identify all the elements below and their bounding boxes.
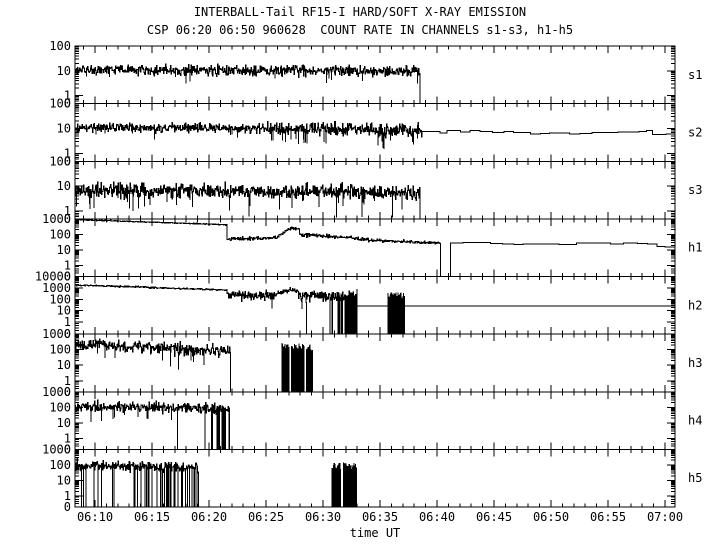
- y-tick-label-h5: 10: [57, 473, 71, 487]
- y-tick-label-h2: 10000: [35, 270, 71, 284]
- trace-h4: [75, 399, 675, 450]
- chart-title: INTERBALL-Tail RF15-I HARD/SOFT X-RAY EM…: [193, 5, 527, 19]
- y-tick-label-s1: 10: [57, 64, 71, 78]
- x-tick-label: 06:20: [191, 510, 227, 524]
- panel-label-s1: s1: [688, 68, 702, 82]
- panel-label-h1: h1: [688, 241, 702, 255]
- trace-h2-spikes: [305, 292, 406, 335]
- y-tick-label-h2: 10: [57, 304, 71, 318]
- trace-s1: [75, 63, 675, 104]
- y-tick-label-h5: 0: [64, 500, 71, 514]
- y-tick-label-s1: 1: [64, 89, 71, 103]
- y-tick-label-s2: 10: [57, 121, 71, 135]
- y-tick-label-h2: 0: [64, 327, 71, 341]
- y-tick-label-s2: 1: [64, 146, 71, 160]
- chart-subtitle: CSP 06:20 06:50 960628 COUNT RATE IN CHA…: [146, 23, 574, 37]
- y-tick-label-h4: 0: [64, 442, 71, 456]
- y-tick-label-h4: 100: [49, 400, 71, 414]
- y-tick-label-h3: 1: [64, 374, 71, 388]
- y-tick-label-h1: 10: [57, 243, 71, 257]
- y-tick-label-h1: 100: [49, 227, 71, 241]
- y-tick-label-h4: 1000: [42, 385, 71, 399]
- x-tick-label: 06:25: [248, 510, 284, 524]
- x-tick-label: 07:00: [647, 510, 683, 524]
- y-tick-label-h3: 1000: [42, 327, 71, 341]
- axis-labels: 1001010s11001010s21001010s310001001010h1…: [35, 39, 703, 524]
- trace-h3: [75, 338, 675, 392]
- y-tick-label-s2: 100: [49, 97, 71, 111]
- trace-s3-spikes: [248, 193, 394, 218]
- trace-h2: [75, 284, 675, 335]
- y-tick-label-h2: 1000: [42, 281, 71, 295]
- panel-label-s2: s2: [688, 125, 702, 139]
- x-tick-label: 06:45: [476, 510, 512, 524]
- trace-h3-spikes: [281, 343, 314, 392]
- y-tick-label-h1: 0: [64, 270, 71, 284]
- trace-s3: [75, 181, 675, 219]
- trace-h1: [75, 218, 675, 277]
- y-tick-label-h3: 10: [57, 358, 71, 372]
- plot-frame: [74, 45, 676, 508]
- panel-label-s3: s3: [688, 183, 702, 197]
- y-tick-label-s1: 100: [49, 39, 71, 53]
- panel-label-h3: h3: [688, 356, 702, 370]
- x-tick-label: 06:50: [533, 510, 569, 524]
- x-tick-label: 06:10: [77, 510, 113, 524]
- x-tick-label: 06:15: [134, 510, 170, 524]
- y-tick-label-s1: 0: [64, 97, 71, 111]
- y-tick-label-h3: 100: [49, 343, 71, 357]
- y-tick-label-h5: 1000: [42, 442, 71, 456]
- x-tick-label: 06:30: [305, 510, 341, 524]
- y-tick-label-h2: 1: [64, 315, 71, 329]
- y-tick-label-h5: 100: [49, 458, 71, 472]
- y-tick-label-s3: 100: [49, 154, 71, 168]
- y-tick-label-h1: 1000: [42, 212, 71, 226]
- panel-label-h5: h5: [688, 471, 702, 485]
- y-tick-label-h2: 100: [49, 292, 71, 306]
- trace-s2: [75, 120, 675, 150]
- x-tick-label: 06:35: [362, 510, 398, 524]
- panel-label-h4: h4: [688, 414, 702, 428]
- y-tick-label-h1: 1: [64, 259, 71, 273]
- trace-h5: [75, 457, 675, 507]
- panel-label-h2: h2: [688, 298, 702, 312]
- y-tick-label-h3: 0: [64, 385, 71, 399]
- y-tick-label-h4: 10: [57, 416, 71, 430]
- x-tick-label: 06:40: [419, 510, 455, 524]
- trace-h5-spikes: [331, 462, 358, 507]
- y-tick-label-s3: 0: [64, 212, 71, 226]
- y-tick-label-s2: 0: [64, 154, 71, 168]
- y-tick-label-s3: 10: [57, 179, 71, 193]
- x-axis-label: time UT: [349, 526, 401, 540]
- y-tick-label-h5: 1: [64, 489, 71, 503]
- x-tick-label: 06:55: [590, 510, 626, 524]
- y-tick-label-h4: 1: [64, 431, 71, 445]
- y-tick-label-s3: 1: [64, 204, 71, 218]
